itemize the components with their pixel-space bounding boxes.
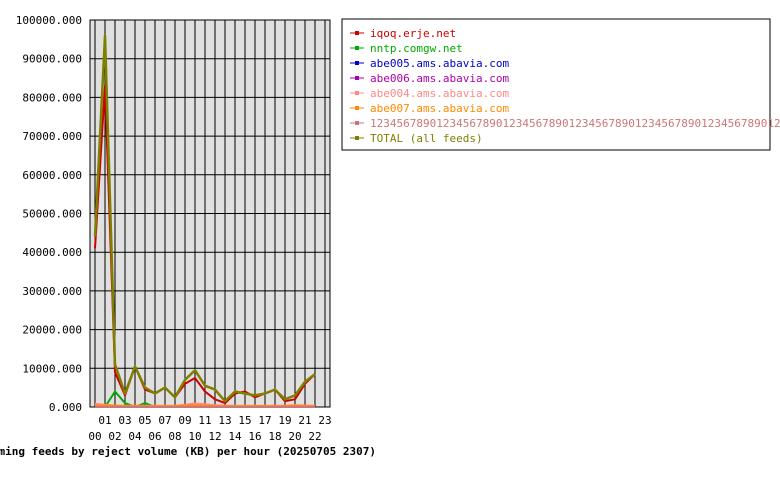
x-axis-ticks: 00 01 02 03 04 05 06 07 08 09 10 11 12 13 14 15 16 17 18 19… [88, 414, 331, 443]
x-tick-label: 09 [178, 414, 191, 427]
y-tick-label: 20000.000 [22, 324, 82, 337]
y-tick-label: 90000.000 [22, 53, 82, 66]
x-tick-label: 14 [228, 430, 242, 443]
y-tick-label: 80000.000 [22, 91, 82, 104]
x-tick-label: 13 [218, 414, 231, 427]
x-tick-label: 22 [308, 430, 321, 443]
x-tick-label: 06 [148, 430, 161, 443]
x-tick-label: 00 [88, 430, 101, 443]
legend-marker [355, 31, 359, 35]
y-tick-label: 10000.000 [22, 362, 82, 375]
x-tick-label: 23 [318, 414, 331, 427]
legend: iqoq.erje.net nntp.comgw.net abe005.ams.ab… [341, 18, 780, 151]
legend-label: abe007.ams.abavia.com [370, 102, 509, 115]
x-tick-label: 05 [138, 414, 151, 427]
series-lines [93, 34, 316, 408]
legend-marker [355, 136, 359, 140]
x-tick-label: 10 [188, 430, 201, 443]
legend-marker [355, 106, 359, 110]
legend-label: nntp.comgw.net [370, 42, 463, 55]
x-tick-label: 17 [258, 414, 271, 427]
legend-label: abe005.ams.abavia.com [370, 57, 509, 70]
x-tick-label: 02 [108, 430, 121, 443]
legend-label: abe006.ams.abavia.com [370, 72, 509, 85]
x-tick-label: 01 [98, 414, 111, 427]
x-tick-label: 08 [168, 430, 181, 443]
y-tick-label: 30000.000 [22, 285, 82, 298]
x-tick-label: 18 [268, 430, 281, 443]
x-tick-label: 16 [248, 430, 261, 443]
x-tick-label: 03 [118, 414, 131, 427]
legend-label: iqoq.erje.net [370, 27, 456, 40]
legend-marker [355, 46, 359, 50]
legend-marker [355, 76, 359, 80]
x-tick-label: 20 [288, 430, 301, 443]
legend-box [341, 18, 771, 151]
x-tick-label: 12 [208, 430, 221, 443]
x-tick-label: 19 [278, 414, 291, 427]
x-tick-label: 04 [128, 430, 142, 443]
y-tick-label: 60000.000 [22, 169, 82, 182]
y-tick-label: 0.000 [49, 401, 82, 414]
legend-marker [355, 91, 359, 95]
legend-label: abe004.ams.abavia.com [370, 87, 509, 100]
x-tick-label: 07 [158, 414, 171, 427]
series-line [93, 34, 316, 403]
legend-marker [355, 121, 359, 125]
y-tick-label: 70000.000 [22, 130, 82, 143]
legend-marker [355, 61, 359, 65]
x-tick-label: 15 [238, 414, 251, 427]
y-tick-label: 100000.000 [16, 14, 82, 27]
x-tick-label: 21 [298, 414, 311, 427]
y-tick-label: 40000.000 [22, 246, 82, 259]
y-tick-label: 50000.000 [22, 208, 82, 221]
legend-label: TOTAL (all feeds) [370, 132, 483, 145]
chart-title: Incoming feeds by reject volume (KB) per… [0, 445, 376, 458]
legend-label: 1234567890123456789012345678901234567890… [370, 117, 780, 130]
x-tick-label: 11 [198, 414, 211, 427]
y-axis-ticks: 0.000 10000.000 20000.000 30000.000 40000.00… [16, 14, 82, 414]
